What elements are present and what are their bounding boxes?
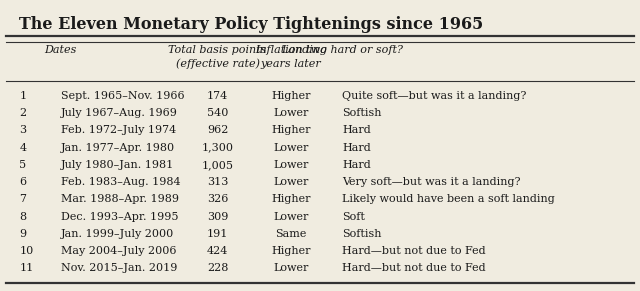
Text: 10: 10: [19, 246, 33, 256]
Text: 540: 540: [207, 108, 228, 118]
Text: 313: 313: [207, 177, 228, 187]
Text: 7: 7: [19, 194, 26, 204]
Text: The Eleven Monetary Policy Tightenings since 1965: The Eleven Monetary Policy Tightenings s…: [19, 16, 483, 33]
Text: 5: 5: [19, 160, 26, 170]
Text: 1,005: 1,005: [202, 160, 234, 170]
Text: Softish: Softish: [342, 229, 382, 239]
Text: Total basis points: Total basis points: [168, 45, 267, 55]
Text: Lower: Lower: [273, 177, 309, 187]
Text: Higher: Higher: [271, 194, 311, 204]
Text: 11: 11: [19, 263, 33, 274]
Text: Higher: Higher: [271, 246, 311, 256]
Text: 3: 3: [19, 125, 26, 135]
Text: Lower: Lower: [273, 160, 309, 170]
Text: Jan. 1977–Apr. 1980: Jan. 1977–Apr. 1980: [61, 143, 175, 153]
Text: 424: 424: [207, 246, 228, 256]
Text: Hard: Hard: [342, 143, 371, 153]
Text: Mar. 1988–Apr. 1989: Mar. 1988–Apr. 1989: [61, 194, 179, 204]
Text: Feb. 1983–Aug. 1984: Feb. 1983–Aug. 1984: [61, 177, 180, 187]
Text: years later: years later: [261, 59, 321, 69]
Text: Hard: Hard: [342, 160, 371, 170]
Text: Dates: Dates: [45, 45, 77, 55]
Text: Higher: Higher: [271, 91, 311, 101]
Text: 326: 326: [207, 194, 228, 204]
Text: 1,300: 1,300: [202, 143, 234, 153]
Text: Quite soft—but was it a landing?: Quite soft—but was it a landing?: [342, 91, 527, 101]
Text: 962: 962: [207, 125, 228, 135]
Text: 8: 8: [19, 212, 26, 222]
Text: May 2004–July 2006: May 2004–July 2006: [61, 246, 176, 256]
Text: 191: 191: [207, 229, 228, 239]
Text: Sept. 1965–Nov. 1966: Sept. 1965–Nov. 1966: [61, 91, 184, 101]
Text: July 1980–Jan. 1981: July 1980–Jan. 1981: [61, 160, 174, 170]
Text: Lower: Lower: [273, 108, 309, 118]
Text: Inflation two: Inflation two: [255, 45, 327, 55]
Text: Higher: Higher: [271, 125, 311, 135]
Text: 309: 309: [207, 212, 228, 222]
Text: Nov. 2015–Jan. 2019: Nov. 2015–Jan. 2019: [61, 263, 177, 274]
Text: July 1967–Aug. 1969: July 1967–Aug. 1969: [61, 108, 178, 118]
Text: 1: 1: [19, 91, 26, 101]
Text: 228: 228: [207, 263, 228, 274]
Text: 2: 2: [19, 108, 26, 118]
Text: Hard—but not due to Fed: Hard—but not due to Fed: [342, 246, 486, 256]
Text: Lower: Lower: [273, 212, 309, 222]
Text: Very soft—but was it a landing?: Very soft—but was it a landing?: [342, 177, 521, 187]
Text: Likely would have been a soft landing: Likely would have been a soft landing: [342, 194, 555, 204]
Text: Hard—but not due to Fed: Hard—but not due to Fed: [342, 263, 486, 274]
Text: (effective rate): (effective rate): [175, 59, 260, 69]
Text: Landing hard or soft?: Landing hard or soft?: [282, 45, 403, 55]
Text: 4: 4: [19, 143, 26, 153]
Text: Jan. 1999–July 2000: Jan. 1999–July 2000: [61, 229, 174, 239]
Text: Lower: Lower: [273, 263, 309, 274]
Text: Dec. 1993–Apr. 1995: Dec. 1993–Apr. 1995: [61, 212, 179, 222]
Text: Softish: Softish: [342, 108, 382, 118]
Text: Same: Same: [275, 229, 307, 239]
Text: Soft: Soft: [342, 212, 365, 222]
Text: Hard: Hard: [342, 125, 371, 135]
Text: 6: 6: [19, 177, 26, 187]
Text: Feb. 1972–July 1974: Feb. 1972–July 1974: [61, 125, 176, 135]
Text: 174: 174: [207, 91, 228, 101]
Text: 9: 9: [19, 229, 26, 239]
Text: Lower: Lower: [273, 143, 309, 153]
